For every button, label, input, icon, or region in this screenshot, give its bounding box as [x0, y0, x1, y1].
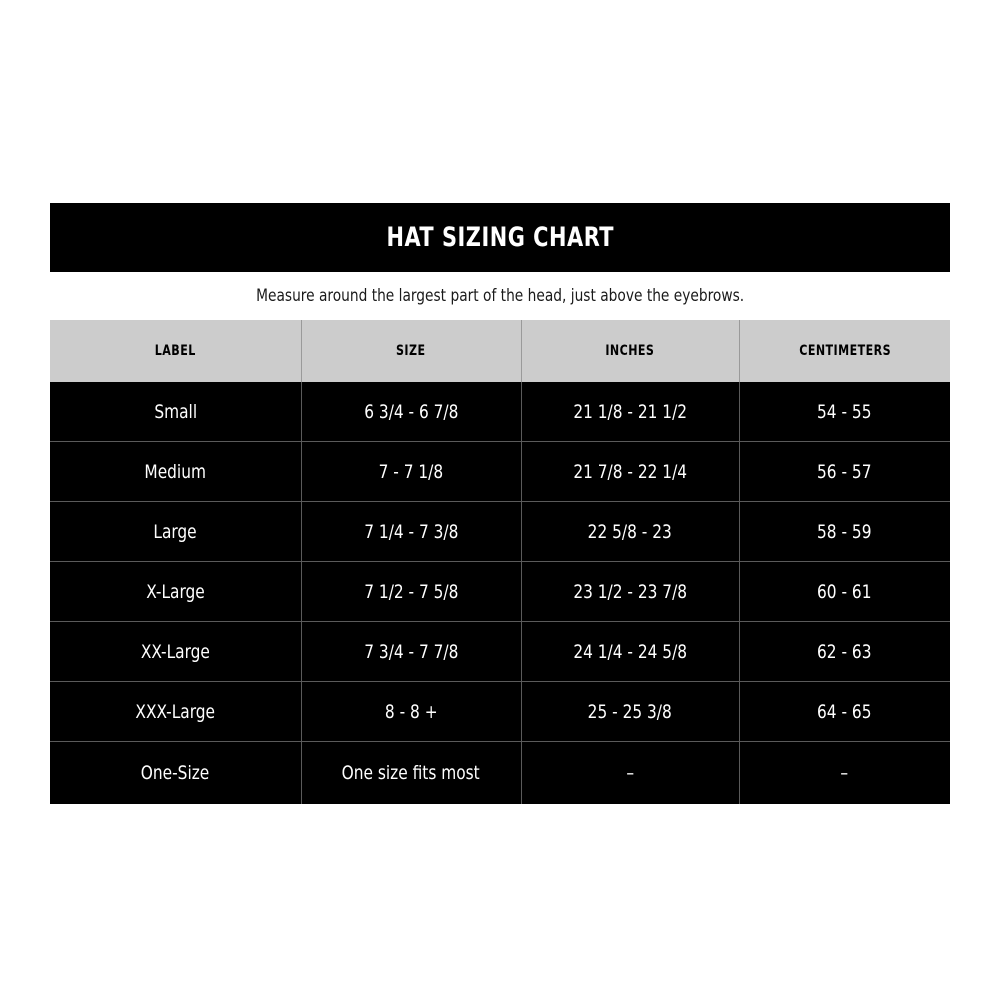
cell-centimeters-text: 62 - 63: [817, 640, 872, 663]
table-header-row: LABEL SIZE INCHES CENTIMETERS: [50, 320, 950, 382]
cell-size: 8 - 8 +: [301, 681, 522, 742]
cell-size: 7 3/4 - 7 7/8: [301, 621, 522, 682]
cell-centimeters-text: –: [840, 762, 849, 784]
cell-centimeters: –: [739, 741, 950, 804]
cell-label: Medium: [50, 441, 302, 502]
table-body: Small 6 3/4 - 6 7/8 21 1/8 - 21 1/2 54 -…: [50, 382, 950, 804]
table-row: Small 6 3/4 - 6 7/8 21 1/8 - 21 1/2 54 -…: [50, 382, 950, 442]
chart-title-bar: HAT SIZING CHART: [50, 203, 950, 272]
cell-centimeters: 60 - 61: [739, 561, 950, 622]
cell-size-text: 6 3/4 - 6 7/8: [363, 400, 459, 423]
cell-inches: 24 1/4 - 24 5/8: [521, 621, 740, 682]
cell-inches-text: 21 1/8 - 21 1/2: [573, 400, 687, 423]
column-header-inches: INCHES: [521, 320, 740, 382]
cell-centimeters: 58 - 59: [739, 501, 950, 562]
cell-label-text: X-Large: [146, 580, 205, 603]
cell-centimeters-text: 54 - 55: [817, 400, 872, 423]
cell-size: 7 1/2 - 7 5/8: [301, 561, 522, 622]
cell-label: X-Large: [50, 561, 302, 622]
page-title: HAT SIZING CHART: [386, 222, 614, 253]
cell-label-text: One-Size: [141, 762, 210, 784]
cell-centimeters-text: 64 - 65: [817, 700, 872, 723]
hat-sizing-chart: HAT SIZING CHART Measure around the larg…: [50, 203, 950, 804]
table-row: Large 7 1/4 - 7 3/8 22 5/8 - 23 58 - 59: [50, 501, 950, 562]
table-row: Medium 7 - 7 1/8 21 7/8 - 22 1/4 56 - 57: [50, 441, 950, 502]
cell-inches: –: [521, 741, 740, 804]
cell-inches: 22 5/8 - 23: [521, 501, 740, 562]
cell-label: Large: [50, 501, 302, 562]
cell-inches: 21 1/8 - 21 1/2: [521, 382, 740, 442]
table-row: XXX-Large 8 - 8 + 25 - 25 3/8 64 - 65: [50, 681, 950, 742]
cell-label: XX-Large: [50, 621, 302, 682]
cell-inches: 21 7/8 - 22 1/4: [521, 441, 740, 502]
measurement-instruction: Measure around the largest part of the h…: [255, 286, 745, 306]
cell-size-text: 7 3/4 - 7 7/8: [363, 640, 459, 663]
cell-inches-text: 22 5/8 - 23: [587, 520, 673, 543]
cell-inches-text: –: [626, 762, 634, 784]
cell-size-text: One size fits most: [341, 762, 480, 784]
cell-label-text: XX-Large: [140, 640, 210, 663]
cell-inches-text: 24 1/4 - 24 5/8: [573, 640, 687, 663]
cell-label-text: Medium: [144, 460, 207, 483]
cell-size-text: 7 1/2 - 7 5/8: [363, 580, 459, 603]
column-header-label-text: LABEL: [154, 343, 196, 359]
cell-centimeters: 54 - 55: [739, 382, 950, 442]
table-row: XX-Large 7 3/4 - 7 7/8 24 1/4 - 24 5/8 6…: [50, 621, 950, 682]
cell-centimeters-text: 60 - 61: [817, 580, 872, 603]
cell-centimeters: 64 - 65: [739, 681, 950, 742]
column-header-centimeters-text: CENTIMETERS: [798, 343, 891, 359]
cell-size: 7 - 7 1/8: [301, 441, 522, 502]
cell-size-text: 7 1/4 - 7 3/8: [363, 520, 459, 543]
column-header-inches-text: INCHES: [605, 343, 655, 359]
cell-centimeters: 62 - 63: [739, 621, 950, 682]
cell-inches-text: 21 7/8 - 22 1/4: [573, 460, 687, 483]
cell-centimeters-text: 56 - 57: [817, 460, 872, 483]
table-header: LABEL SIZE INCHES CENTIMETERS: [50, 320, 950, 382]
cell-size: One size fits most: [301, 741, 522, 804]
cell-size-text: 7 - 7 1/8: [378, 460, 444, 483]
cell-label-text: Small: [153, 400, 197, 423]
column-header-size: SIZE: [301, 320, 522, 382]
cell-inches: 25 - 25 3/8: [521, 681, 740, 742]
cell-inches-text: 23 1/2 - 23 7/8: [573, 580, 687, 603]
cell-size: 7 1/4 - 7 3/8: [301, 501, 522, 562]
cell-label: One-Size: [50, 741, 302, 804]
column-header-size-text: SIZE: [396, 343, 426, 359]
cell-size: 6 3/4 - 6 7/8: [301, 382, 522, 442]
cell-size-text: 8 - 8 +: [384, 700, 438, 723]
cell-label-text: XXX-Large: [135, 700, 216, 723]
column-header-centimeters: CENTIMETERS: [739, 320, 950, 382]
table-row: One-Size One size fits most – –: [50, 741, 950, 804]
cell-label: XXX-Large: [50, 681, 302, 742]
cell-label: Small: [50, 382, 302, 442]
table-row: X-Large 7 1/2 - 7 5/8 23 1/2 - 23 7/8 60…: [50, 561, 950, 622]
chart-subtitle-band: Measure around the largest part of the h…: [50, 272, 950, 320]
cell-centimeters-text: 58 - 59: [817, 520, 872, 543]
sizing-table: LABEL SIZE INCHES CENTIMETERS Small 6 3/…: [50, 320, 950, 804]
cell-inches: 23 1/2 - 23 7/8: [521, 561, 740, 622]
cell-centimeters: 56 - 57: [739, 441, 950, 502]
cell-inches-text: 25 - 25 3/8: [587, 700, 673, 723]
cell-label-text: Large: [153, 520, 197, 543]
column-header-label: LABEL: [50, 320, 302, 382]
